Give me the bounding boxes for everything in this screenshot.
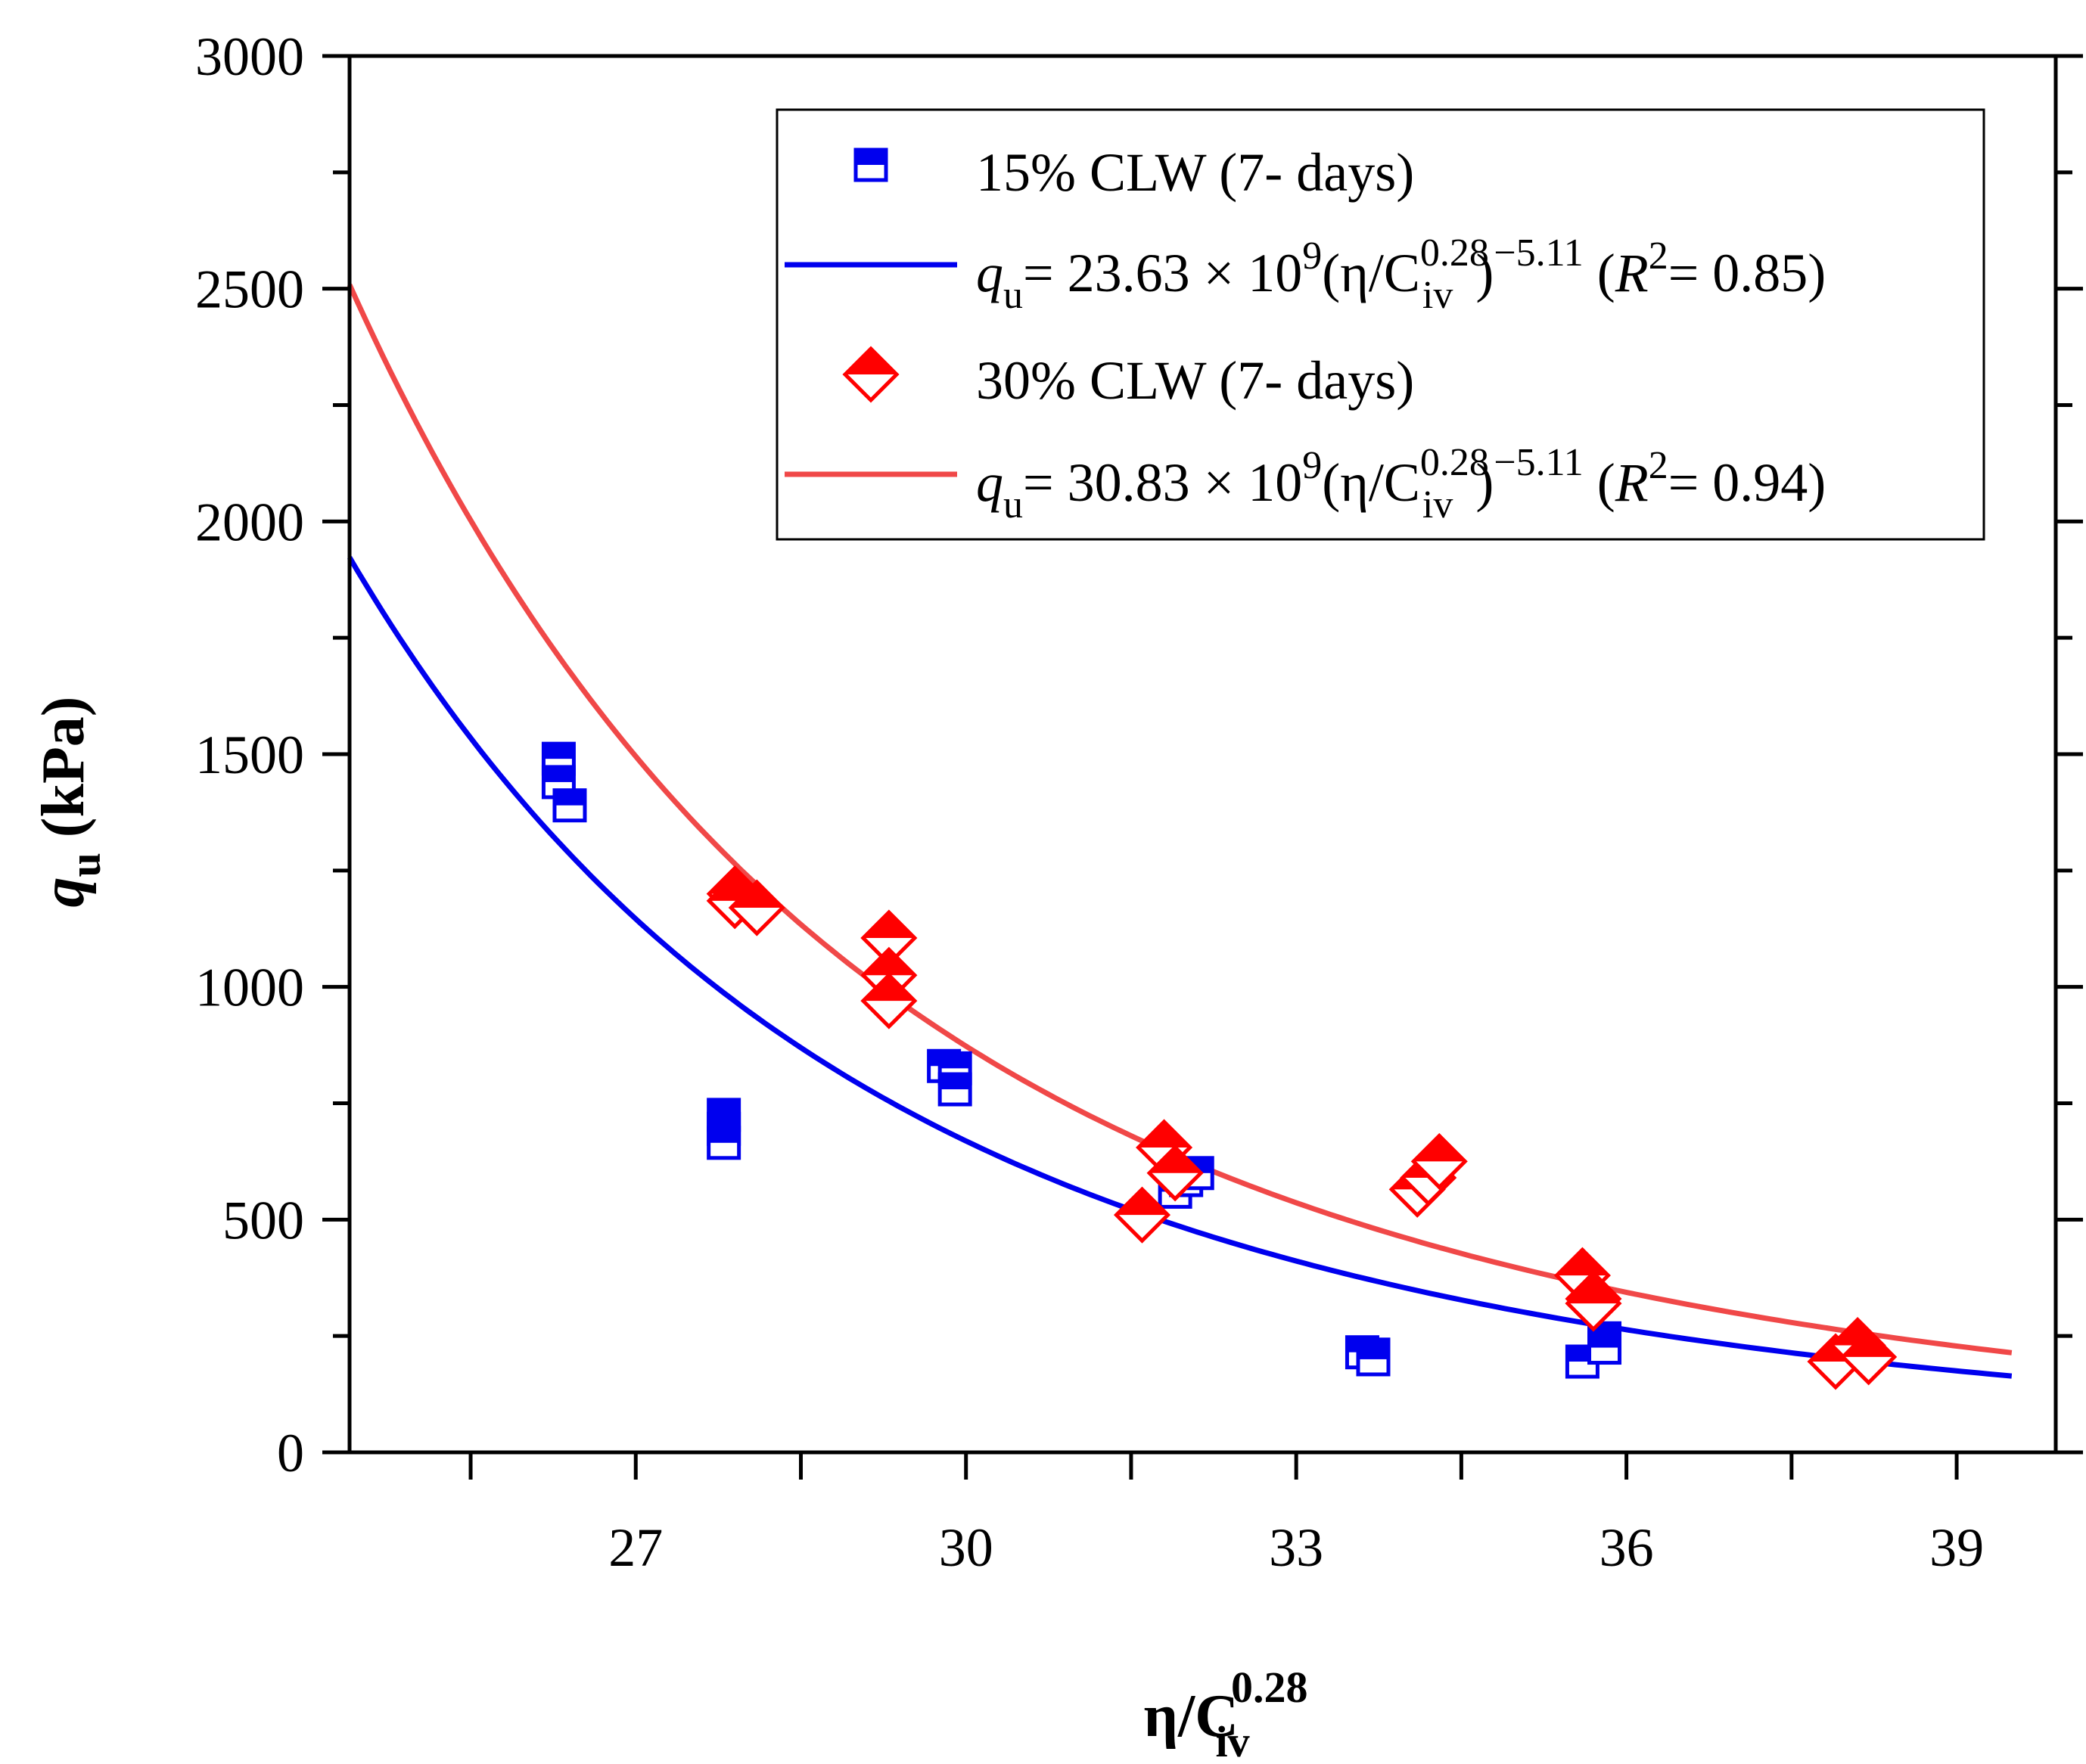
x-tick-label: 27 [608, 1517, 663, 1578]
point-marker-fill [1556, 1250, 1609, 1276]
data-point-s1-5 [860, 972, 918, 1030]
fit-curve-0 [347, 556, 2013, 1379]
point-marker-fill [863, 912, 915, 939]
fit-15-r-val: = 0.85) [1668, 243, 1826, 303]
fit-15-r-sup: 2 [1649, 234, 1668, 278]
x-tick-label: 36 [1599, 1517, 1654, 1578]
y-tick-label: 1000 [195, 958, 304, 1018]
legend-entry-30: 30% CLW (7- days) [842, 346, 1414, 411]
point-marker-fill [1567, 1278, 1619, 1304]
axis-tick-labels: 0 500 1000 1500 2000 2500 3000 27 30 33 36 39 [195, 26, 1984, 1578]
fit-15-c-sup: 0.28 [1420, 231, 1489, 275]
x-tick-label: 39 [1929, 1517, 1984, 1578]
legend-square-fill [856, 150, 886, 165]
data-point-s0-14 [1356, 1342, 1391, 1377]
fit-30-r-val: = 0.94) [1668, 452, 1826, 513]
point-marker-fill [1842, 1331, 1895, 1357]
data-point-s1-6 [1113, 1186, 1171, 1244]
data-point-s0-2 [552, 788, 587, 823]
legend-entry-30-fit: qu= 30.83 × 109(η/C0.28 iv)−5.11 (R2= 0.9… [785, 441, 1826, 526]
fit-30-c-sup: 0.28 [1420, 441, 1489, 484]
point-marker-fill [708, 1099, 739, 1115]
point-marker-fill [543, 766, 574, 782]
y-axis-title-q: q [30, 877, 97, 907]
legend-diamond-fill [845, 349, 897, 374]
fit-15-eq: = 23.63 × 10 [1023, 243, 1302, 303]
fit-15-lhs-sub: u [1003, 274, 1023, 317]
legend-fit-label-15: qu= 23.63 × 109(η/C0.28 iv)−5.11 (R2= 0.8… [976, 231, 1826, 317]
y-axis-title: qu (kPa) [30, 697, 110, 908]
fit-30-r-sup: 2 [1649, 444, 1668, 487]
data-point-s0-17 [1587, 1331, 1622, 1365]
fit-30-pow: 9 [1302, 444, 1322, 487]
point-marker-fill [708, 1127, 739, 1143]
y-axis-title-sub: u [61, 852, 110, 877]
point-marker-fill [1413, 1135, 1466, 1162]
data-point-s1-17 [1840, 1328, 1898, 1386]
legend-marker-30 [842, 346, 900, 403]
legend-fit-label-30: qu= 30.83 × 109(η/C0.28 iv)−5.11 (R2= 0.9… [976, 441, 1826, 526]
point-marker-fill [1116, 1189, 1168, 1216]
x-axis-title-main: η/C [1144, 1683, 1239, 1750]
fit-30-c-sub: iv [1422, 483, 1453, 526]
x-tick-label: 33 [1269, 1517, 1323, 1578]
data-point-s1-8 [1146, 1144, 1204, 1202]
point-marker-fill [863, 975, 915, 1002]
fit-15-open: (η/C [1322, 243, 1420, 303]
fit-30-eq: = 30.83 × 10 [1023, 452, 1302, 513]
y-tick-label: 3000 [195, 26, 304, 87]
data-markers [541, 741, 1898, 1390]
legend-marker-15 [853, 148, 888, 182]
fit-30-close: ) [1475, 452, 1494, 513]
point-marker-fill [1138, 1121, 1190, 1148]
data-point-s1-2 [728, 879, 785, 936]
fit-15-pow: 9 [1302, 234, 1322, 278]
x-tick-label: 30 [939, 1517, 993, 1578]
point-marker-fill [1358, 1343, 1388, 1359]
fit-15-lhs: q [976, 243, 1003, 303]
fit-30-exp: −5.11 [1494, 441, 1583, 484]
y-tick-label: 1500 [195, 725, 304, 785]
point-marker-fill [731, 882, 783, 908]
fit-30-lhs: q [976, 452, 1003, 513]
fit-30-r-open: ( [1584, 452, 1615, 513]
point-marker-fill [863, 949, 915, 976]
point-marker-fill [554, 790, 585, 806]
data-point-s0-5 [707, 1126, 741, 1160]
y-tick-label: 2500 [195, 259, 304, 320]
legend-box [776, 108, 1985, 541]
fit-15-close: ) [1475, 243, 1494, 303]
point-marker-fill [940, 1053, 971, 1069]
data-point-s1-3 [860, 909, 918, 967]
fit-15-r: R [1615, 243, 1649, 303]
fit-30-lhs-sub: u [1003, 483, 1023, 526]
fit-30-r: R [1615, 452, 1649, 513]
fit-15-exp: −5.11 [1494, 231, 1583, 275]
point-marker-fill [543, 744, 574, 759]
x-axis-title-sub: iv [1215, 1717, 1249, 1764]
legend-entry-15-fit: qu= 23.63 × 109(η/C0.28 iv)−5.11 (R2= 0.8… [785, 231, 1826, 317]
x-axis-title: η/C0.28 iv [1144, 1663, 1308, 1764]
fit-15-c-sub: iv [1422, 274, 1453, 317]
y-tick-label: 2000 [195, 492, 304, 552]
axis-ticks [322, 54, 2083, 1480]
x-axis-title-sup: 0.28 [1231, 1663, 1308, 1712]
point-marker-fill [940, 1074, 971, 1090]
y-tick-label: 0 [277, 1423, 304, 1483]
point-marker-fill [708, 1113, 739, 1129]
y-axis-title-rest: (kPa) [30, 697, 97, 853]
legend-label-30: 30% CLW (7- days) [976, 350, 1414, 411]
point-marker-fill [1589, 1332, 1620, 1348]
legend-entry-15: 15% CLW (7- days) [853, 142, 1414, 203]
legend: 15% CLW (7- days) qu= 23.63 × 109(η/C0.2… [776, 108, 1985, 541]
fit-30-open: (η/C [1322, 452, 1420, 513]
fit-15-r-open: ( [1584, 243, 1615, 303]
legend-label-15: 15% CLW (7- days) [976, 142, 1414, 203]
point-marker-fill [1149, 1147, 1202, 1173]
y-tick-label: 500 [222, 1190, 304, 1250]
data-point-s1-11 [1410, 1132, 1468, 1190]
data-point-s1-14 [1565, 1275, 1622, 1332]
data-point-s0-8 [937, 1072, 972, 1107]
